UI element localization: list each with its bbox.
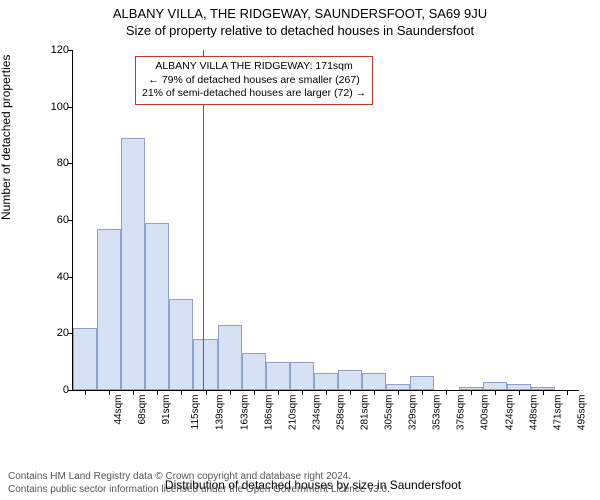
x-tick-label: 139sqm	[215, 395, 226, 431]
x-tick-label: 448sqm	[528, 395, 539, 431]
x-tick-mark	[398, 390, 399, 395]
chart-wrap: Number of detached properties 0204060801…	[48, 50, 578, 420]
x-tick-label: 424sqm	[504, 395, 515, 431]
x-tick-mark	[446, 390, 447, 395]
y-tick-mark	[68, 277, 73, 278]
y-tick-label: 80	[43, 157, 69, 169]
x-tick-label: 68sqm	[137, 395, 148, 425]
histogram-bar	[338, 370, 362, 390]
plot-area: 02040608010012044sqm68sqm91sqm115sqm139s…	[72, 50, 579, 391]
x-tick-mark	[133, 390, 134, 395]
subtitle: Size of property relative to detached ho…	[0, 23, 600, 40]
x-tick-mark	[519, 390, 520, 395]
x-tick-mark	[422, 390, 423, 395]
title-block: ALBANY VILLA, THE RIDGEWAY, SAUNDERSFOOT…	[0, 0, 600, 40]
x-tick-mark	[254, 390, 255, 395]
x-tick-mark	[109, 390, 110, 395]
x-tick-mark	[374, 390, 375, 395]
histogram-bar	[266, 362, 290, 390]
annotation-line: 21% of semi-detached houses are larger (…	[142, 87, 366, 101]
x-tick-label: 376sqm	[456, 395, 467, 431]
histogram-bar	[410, 376, 434, 390]
footer-line-1: Contains HM Land Registry data © Crown c…	[8, 471, 390, 484]
x-tick-label: 281sqm	[360, 395, 371, 431]
footer: Contains HM Land Registry data © Crown c…	[8, 471, 390, 496]
x-tick-mark	[85, 390, 86, 395]
histogram-bar	[193, 339, 217, 390]
footer-line-2: Contains public sector information licen…	[8, 484, 390, 497]
x-tick-label: 163sqm	[239, 395, 250, 431]
x-tick-mark	[157, 390, 158, 395]
histogram-bar	[242, 353, 266, 390]
x-tick-label: 115sqm	[190, 395, 201, 430]
y-tick-mark	[68, 220, 73, 221]
x-tick-mark	[350, 390, 351, 395]
histogram-bar	[483, 382, 507, 391]
x-tick-label: 186sqm	[263, 395, 274, 431]
histogram-bar	[314, 373, 338, 390]
histogram-bar	[121, 138, 145, 390]
x-tick-label: 305sqm	[384, 395, 395, 431]
x-tick-mark	[278, 390, 279, 395]
y-tick-label: 20	[43, 327, 69, 339]
x-tick-mark	[302, 390, 303, 395]
x-tick-label: 400sqm	[480, 395, 491, 431]
annotation-line: ALBANY VILLA THE RIDGEWAY: 171sqm	[142, 60, 366, 74]
x-tick-mark	[567, 390, 568, 395]
y-tick-label: 0	[43, 384, 69, 396]
y-tick-label: 40	[43, 271, 69, 283]
histogram-bar	[218, 325, 242, 390]
x-tick-mark	[206, 390, 207, 395]
x-tick-mark	[543, 390, 544, 395]
chart-container: ALBANY VILLA, THE RIDGEWAY, SAUNDERSFOOT…	[0, 0, 600, 500]
x-tick-label: 471sqm	[552, 395, 563, 431]
x-tick-label: 329sqm	[408, 395, 419, 431]
x-tick-label: 353sqm	[432, 395, 443, 431]
annotation-box: ALBANY VILLA THE RIDGEWAY: 171sqm← 79% o…	[135, 56, 373, 105]
x-tick-label: 44sqm	[113, 395, 124, 425]
histogram-bar	[97, 229, 121, 391]
y-tick-mark	[68, 50, 73, 51]
y-tick-mark	[68, 390, 73, 391]
x-tick-mark	[181, 390, 182, 395]
y-tick-mark	[68, 163, 73, 164]
histogram-bar	[73, 328, 97, 390]
x-tick-mark	[471, 390, 472, 395]
y-tick-mark	[68, 107, 73, 108]
y-tick-label: 120	[43, 44, 69, 56]
annotation-line: ← 79% of detached houses are smaller (26…	[142, 74, 366, 88]
x-tick-label: 495sqm	[576, 395, 587, 431]
histogram-bar	[290, 362, 314, 390]
histogram-bar	[145, 223, 169, 390]
x-tick-label: 210sqm	[287, 395, 298, 431]
x-tick-label: 234sqm	[311, 395, 322, 431]
x-tick-mark	[326, 390, 327, 395]
address-title: ALBANY VILLA, THE RIDGEWAY, SAUNDERSFOOT…	[0, 6, 600, 23]
x-tick-label: 258sqm	[335, 395, 346, 431]
x-tick-label: 91sqm	[161, 395, 172, 425]
y-tick-label: 100	[43, 101, 69, 113]
x-tick-mark	[230, 390, 231, 395]
histogram-bar	[362, 373, 386, 390]
y-tick-label: 60	[43, 214, 69, 226]
y-axis-label: Number of detached properties	[0, 55, 13, 220]
histogram-bar	[169, 299, 193, 390]
x-tick-mark	[495, 390, 496, 395]
